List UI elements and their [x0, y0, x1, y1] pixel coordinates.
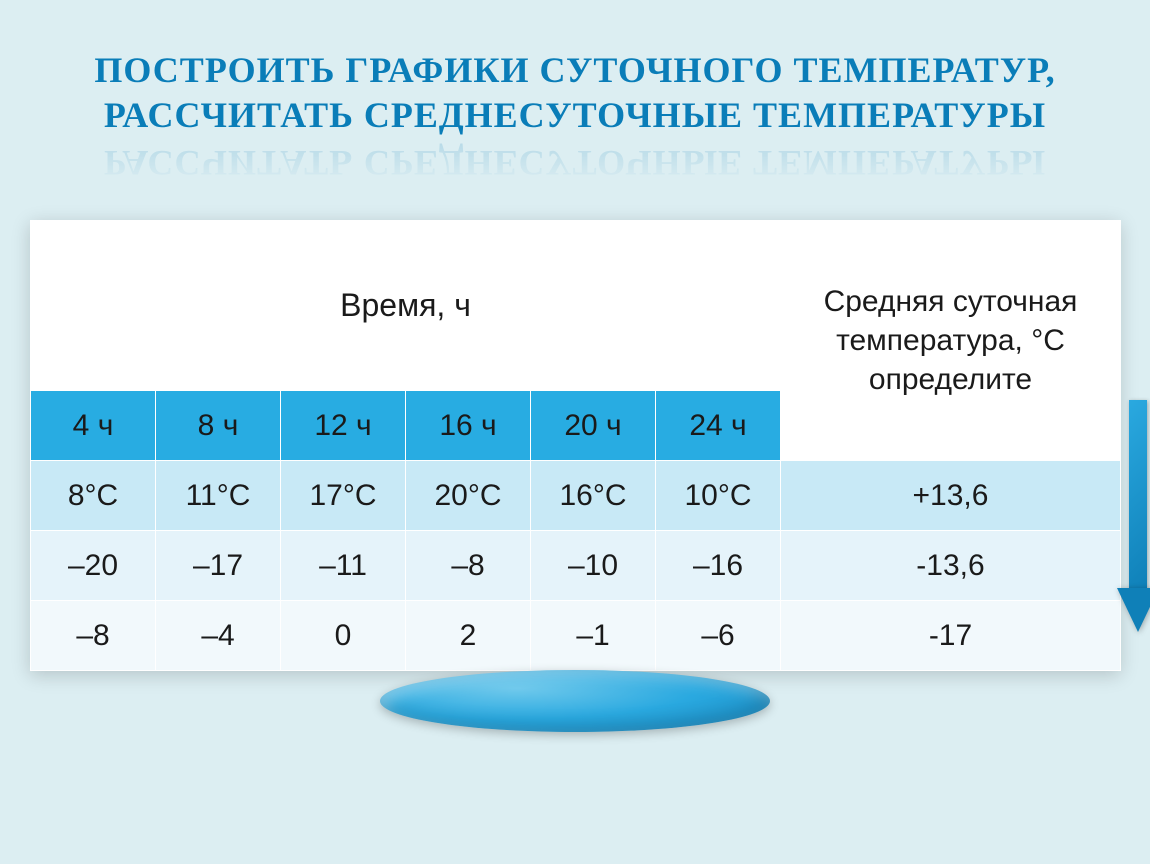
data-cell: 8°С — [31, 461, 156, 531]
data-cell: –16 — [656, 531, 781, 601]
slide-title: ПОСТРОИТЬ ГРАФИКИ СУТОЧНОГО ТЕМПЕРАТУР, … — [0, 48, 1150, 138]
header-avg: Средняя суточная температура, °С определ… — [781, 221, 1121, 461]
data-cell: 16°С — [531, 461, 656, 531]
data-cell: –1 — [531, 601, 656, 671]
down-arrow-icon — [1123, 400, 1150, 640]
table-row: 8°С 11°С 17°С 20°С 16°С 10°С +13,6 — [31, 461, 1121, 531]
avg-cell: +13,6 — [781, 461, 1121, 531]
avg-cell: -13,6 — [781, 531, 1121, 601]
hour-cell: 16 ч — [406, 391, 531, 461]
temperature-table: Время, ч Средняя суточная температура, °… — [30, 220, 1120, 671]
decorative-ellipse — [380, 670, 770, 732]
data-cell: –10 — [531, 531, 656, 601]
data-cell: 17°С — [281, 461, 406, 531]
title-line-1: ПОСТРОИТЬ ГРАФИКИ СУТОЧНОГО ТЕМПЕРАТУР, — [94, 48, 1055, 93]
title-line-2: РАССЧИТАТЬ СРЕДНЕСУТОЧНЫЕ ТЕМПЕРАТУРЫ — [104, 93, 1046, 138]
hour-cell: 12 ч — [281, 391, 406, 461]
data-cell: 11°С — [156, 461, 281, 531]
avg-cell: -17 — [781, 601, 1121, 671]
data-cell: –20 — [31, 531, 156, 601]
data-cell: 0 — [281, 601, 406, 671]
data-cell: –8 — [31, 601, 156, 671]
data-cell: –8 — [406, 531, 531, 601]
slide-title-reflection: РАССЧИТАТЬ СРЕДНЕСУТОЧНЫЕ ТЕМПЕРАТУРЫ — [0, 140, 1150, 185]
data-cell: –11 — [281, 531, 406, 601]
hour-cell: 4 ч — [31, 391, 156, 461]
hour-cell: 24 ч — [656, 391, 781, 461]
hour-cell: 20 ч — [531, 391, 656, 461]
data-cell: 20°С — [406, 461, 531, 531]
data-cell: 2 — [406, 601, 531, 671]
table-row: –20 –17 –11 –8 –10 –16 -13,6 — [31, 531, 1121, 601]
data-cell: –4 — [156, 601, 281, 671]
data-cell: –6 — [656, 601, 781, 671]
data-cell: –17 — [156, 531, 281, 601]
table-row: –8 –4 0 2 –1 –6 -17 — [31, 601, 1121, 671]
hour-cell: 8 ч — [156, 391, 281, 461]
data-cell: 10°С — [656, 461, 781, 531]
header-time: Время, ч — [31, 221, 781, 391]
